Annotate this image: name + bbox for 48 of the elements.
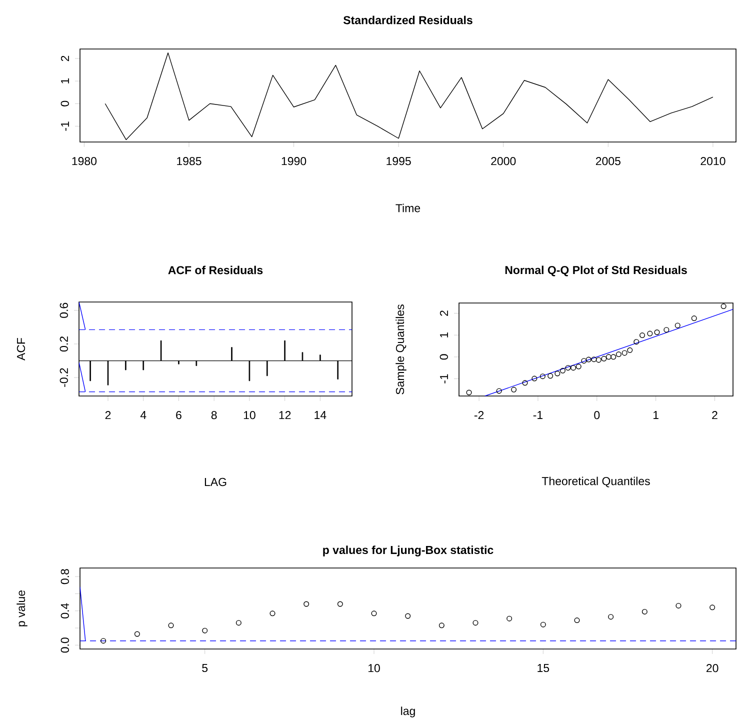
x-tick-label: 20 bbox=[706, 664, 718, 672]
y-axis-title: p value bbox=[16, 590, 28, 626]
y-tick-label: 0.6 bbox=[60, 302, 68, 318]
x-tick-label: 8 bbox=[211, 411, 217, 420]
y-tick-label: 0.8 bbox=[60, 569, 69, 584]
y-tick-label: 0.2 bbox=[60, 336, 68, 352]
x-tick-label: 14 bbox=[314, 411, 326, 419]
x-tick-label: -1 bbox=[533, 411, 543, 419]
x-tick-label: -2 bbox=[474, 411, 484, 420]
x-tick-label: 2005 bbox=[596, 157, 620, 166]
x-tick-label: 1980 bbox=[72, 157, 97, 166]
chart-title: Normal Q-Q Plot of Std Residuals bbox=[505, 266, 687, 276]
y-axis-title: ACF bbox=[16, 338, 26, 360]
x-tick-label: 12 bbox=[279, 411, 291, 420]
y-tick-label: -1 bbox=[61, 122, 69, 131]
y-tick-label: 0.0 bbox=[60, 638, 69, 653]
y-tick-label: 1 bbox=[440, 332, 448, 338]
chart-title: p values for Ljung-Box statistic bbox=[323, 546, 494, 556]
x-tick-label: 2010 bbox=[700, 157, 726, 166]
chart-title: Standardized Residuals bbox=[343, 16, 472, 24]
x-axis-title: Theoretical Quantiles bbox=[542, 476, 650, 488]
x-tick-label: 4 bbox=[140, 411, 146, 419]
x-tick-label: 1995 bbox=[386, 157, 411, 166]
x-tick-label: 2 bbox=[712, 411, 718, 420]
x-tick-label: 10 bbox=[368, 664, 380, 672]
y-tick-label: 1 bbox=[61, 78, 69, 84]
x-tick-label: 1 bbox=[654, 411, 658, 419]
x-tick-label: 5 bbox=[202, 664, 208, 672]
x-tick-label: 0 bbox=[594, 411, 600, 420]
chart-title: ACF of Residuals bbox=[168, 266, 263, 274]
y-tick-label: -0.2 bbox=[60, 368, 68, 387]
x-tick-label: 1990 bbox=[282, 157, 306, 166]
y-axis-title: Sample Quantiles bbox=[396, 304, 406, 394]
y-tick-label: -1 bbox=[440, 374, 448, 384]
x-tick-label: 1985 bbox=[177, 157, 202, 166]
x-tick-label: 15 bbox=[538, 664, 550, 672]
y-tick-label: 0.4 bbox=[60, 603, 69, 618]
x-tick-label: 6 bbox=[176, 411, 182, 420]
x-tick-label: 2 bbox=[105, 411, 111, 420]
x-tick-label: 2000 bbox=[491, 157, 516, 166]
x-axis-title: Time bbox=[396, 204, 420, 212]
x-axis-title: lag bbox=[401, 706, 415, 718]
y-tick-label: 0 bbox=[440, 354, 448, 360]
y-tick-label: 2 bbox=[440, 310, 448, 316]
y-tick-label: 2 bbox=[60, 56, 69, 62]
x-tick-label: 10 bbox=[244, 411, 256, 420]
x-axis-title: LAG bbox=[204, 478, 226, 486]
y-tick-label: 0 bbox=[60, 100, 69, 106]
